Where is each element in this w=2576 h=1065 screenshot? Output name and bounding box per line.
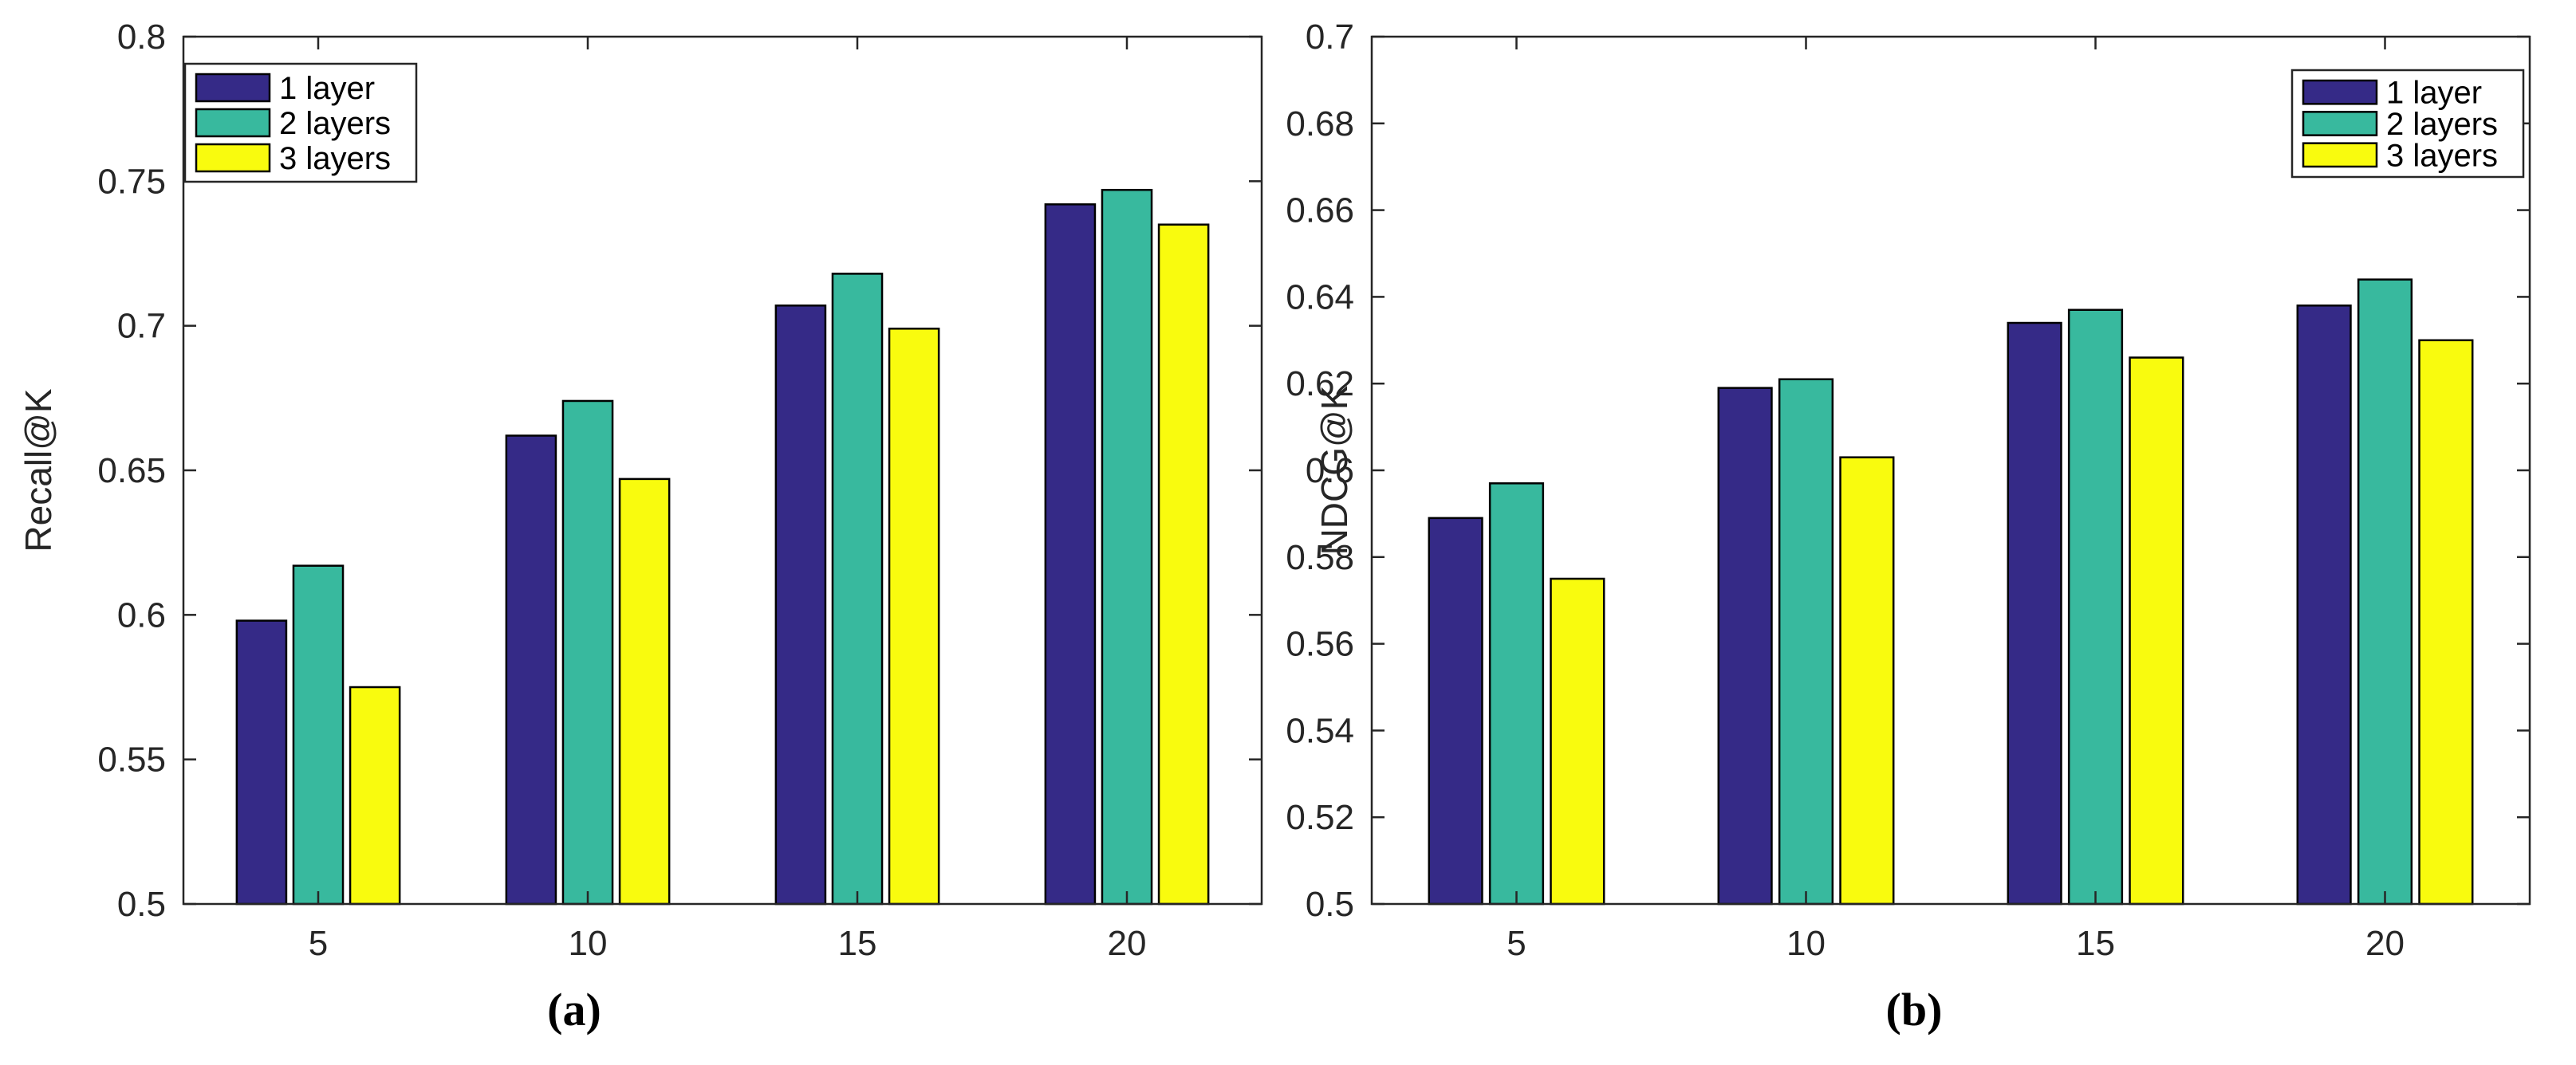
legend-swatch-2-layers: [2302, 111, 2378, 136]
legend-label: 1 layer: [279, 71, 375, 106]
bar-2-layers-k10: [561, 399, 614, 906]
bar-2-layers-k5: [292, 564, 345, 906]
x-tick-label: 15: [838, 924, 877, 963]
y-tick-label: 0.64: [1286, 277, 1354, 316]
legend-label: 3 layers: [2386, 138, 2498, 173]
y-tick-label: 0.68: [1286, 104, 1354, 143]
x-tick-label: 20: [1108, 924, 1147, 963]
y-tick-label: 0.75: [97, 162, 166, 201]
y-tick-label: 0.52: [1286, 798, 1354, 837]
y-tick-label: 0.62: [1286, 364, 1354, 403]
chart-panel-a: 0.5 0.55 0.6 0.65 0.7 0.75 0.8 5 10 15 20 Recall@K 1…: [18, 18, 1263, 1036]
bar-1-layer-k10: [1717, 387, 1773, 906]
legend-label: 2 layers: [2386, 107, 2498, 142]
y-tick-label: 0.7: [1306, 18, 1354, 57]
y-tick-label: 0.8: [117, 18, 166, 57]
bar-2-layers-k10: [1778, 378, 1834, 906]
bar-2-layers-k5: [1488, 482, 1545, 906]
legend-swatch-3-layers: [195, 143, 271, 173]
y-tick-label: 0.6: [1306, 451, 1354, 490]
y-tick-label: 0.56: [1286, 625, 1354, 664]
bar-3-layers-k10: [618, 477, 671, 906]
bar-3-layers-k20: [1157, 223, 1210, 906]
bar-3-layers-k5: [349, 686, 401, 906]
legend-label: 2 layers: [279, 106, 391, 141]
y-tick-label: 0.66: [1286, 191, 1354, 230]
x-tick-label: 5: [1507, 924, 1526, 963]
x-tick-label: 10: [1786, 924, 1826, 963]
x-tick-label: 20: [2365, 924, 2405, 963]
y-tick-label: 0.65: [97, 451, 166, 490]
bar-1-layer-k5: [1428, 517, 1483, 906]
bar-1-layer-k10: [505, 434, 557, 906]
y-tick-label: 0.58: [1286, 538, 1354, 577]
bar-1-layer-k5: [235, 619, 288, 906]
x-tick-label: 5: [309, 924, 328, 963]
legend-swatch-1-layer: [195, 73, 271, 103]
legend-label: 1 layer: [2386, 76, 2482, 111]
panel-label: (b): [1886, 984, 1943, 1036]
bar-1-layer-k15: [2007, 321, 2062, 906]
bar-2-layers-k20: [1101, 188, 1153, 906]
bar-3-layers-k10: [1839, 456, 1895, 906]
y-axis-label: NDCG@K: [1314, 385, 1355, 555]
y-tick-label: 0.55: [97, 741, 166, 780]
y-tick-label: 0.5: [1306, 885, 1354, 924]
bar-1-layer-k20: [1044, 203, 1097, 906]
bar-2-layers-k15: [831, 273, 884, 906]
legend-label: 3 layers: [279, 141, 391, 176]
bar-3-layers-k15: [2129, 356, 2184, 906]
legend-swatch-1-layer: [2302, 79, 2378, 105]
axes-box: [182, 35, 1263, 906]
bar-2-layers-k15: [2067, 308, 2124, 906]
bar-3-layers-k20: [2418, 339, 2474, 906]
axes-box: [1370, 35, 2531, 906]
y-tick-label: 0.7: [117, 307, 166, 346]
bar-3-layers-k5: [1550, 577, 1605, 906]
legend-swatch-2-layers: [195, 108, 271, 138]
bar-2-layers-k20: [2357, 278, 2413, 906]
legend-swatch-3-layers: [2302, 142, 2378, 168]
y-axis-label: Recall@K: [18, 388, 59, 552]
bar-3-layers-k15: [888, 328, 940, 906]
y-tick-label: 0.6: [117, 595, 166, 635]
panel-label: (a): [547, 984, 601, 1036]
x-tick-label: 10: [569, 924, 608, 963]
bar-1-layer-k20: [2296, 305, 2352, 906]
chart-panel-b: 0.5 0.52 0.54 0.56 0.58 0.6 0.62 0.64 0.66 0.68 0.…: [1286, 18, 2531, 1036]
y-tick-label: 0.5: [117, 885, 166, 924]
x-tick-label: 15: [2076, 924, 2115, 963]
y-tick-label: 0.54: [1286, 711, 1354, 750]
bar-1-layer-k15: [774, 305, 827, 906]
